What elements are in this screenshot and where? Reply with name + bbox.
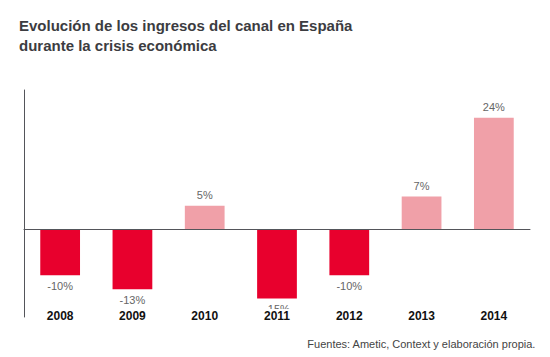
svg-text:durante la crisis económica: durante la crisis económica (19, 37, 217, 54)
svg-text:2014: 2014 (481, 309, 508, 323)
svg-text:7%: 7% (414, 180, 430, 192)
svg-text:2010: 2010 (191, 309, 218, 323)
svg-text:2011: 2011 (264, 309, 290, 323)
svg-text:Fuentes: Ametic, Context y ela: Fuentes: Ametic, Context y elaboración p… (307, 338, 535, 350)
svg-text:2008: 2008 (47, 309, 74, 323)
svg-text:Evolución de los ingresos del: Evolución de los ingresos del canal en E… (19, 17, 353, 34)
svg-text:2009: 2009 (119, 309, 146, 323)
svg-text:-10%: -10% (47, 280, 73, 292)
svg-text:5%: 5% (197, 189, 213, 201)
svg-text:24%: 24% (483, 101, 505, 113)
svg-text:2013: 2013 (408, 309, 435, 323)
svg-text:-10%: -10% (336, 280, 362, 292)
svg-text:2012: 2012 (336, 309, 363, 323)
svg-text:-13%: -13% (120, 294, 146, 306)
